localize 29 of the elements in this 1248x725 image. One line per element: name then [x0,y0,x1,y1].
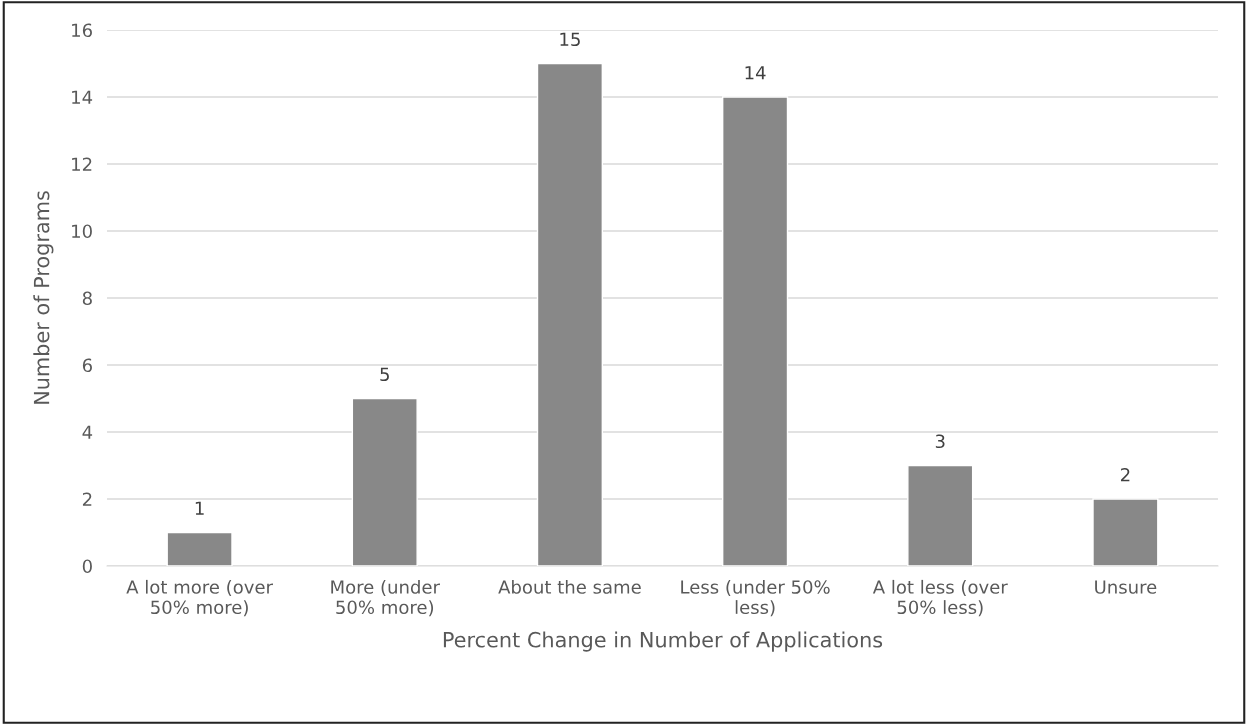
y-tick-label: 16 [72,23,92,38]
y-tick-label: 12 [72,157,92,171]
x-axis-title: Percent Change in Number of Applications [443,631,883,652]
y-tick-label: 8 [82,291,92,306]
y-axis-title: Number of Programs [33,191,54,404]
bar [907,464,974,566]
data-label: 2 [1121,467,1130,482]
bar [536,62,604,566]
y-tick-label: 2 [82,492,92,506]
bar [166,531,233,566]
bar [721,96,789,566]
x-tick-label: About the same [498,579,641,594]
data-label: 3 [935,434,945,449]
data-label: 14 [745,66,766,80]
x-tick-label: A lot more (over 50% more) [126,579,273,617]
y-tick-label: 14 [72,90,93,104]
y-tick-label: 4 [82,425,93,439]
x-tick-label: Unsure [1095,580,1157,594]
x-tick-label: A lot less (over 50% less) [872,579,1008,617]
bar [351,397,418,566]
data-label: 5 [380,367,389,382]
data-label: 15 [560,32,580,47]
y-tick-label: 10 [72,224,92,239]
bar [1092,498,1159,566]
x-tick-label: Less (under 50% less) [681,579,830,617]
y-tick-label: 0 [82,559,92,574]
x-tick-label: More (under 50% more) [331,579,440,617]
data-label: 1 [195,501,204,515]
y-tick-label: 6 [82,358,92,373]
